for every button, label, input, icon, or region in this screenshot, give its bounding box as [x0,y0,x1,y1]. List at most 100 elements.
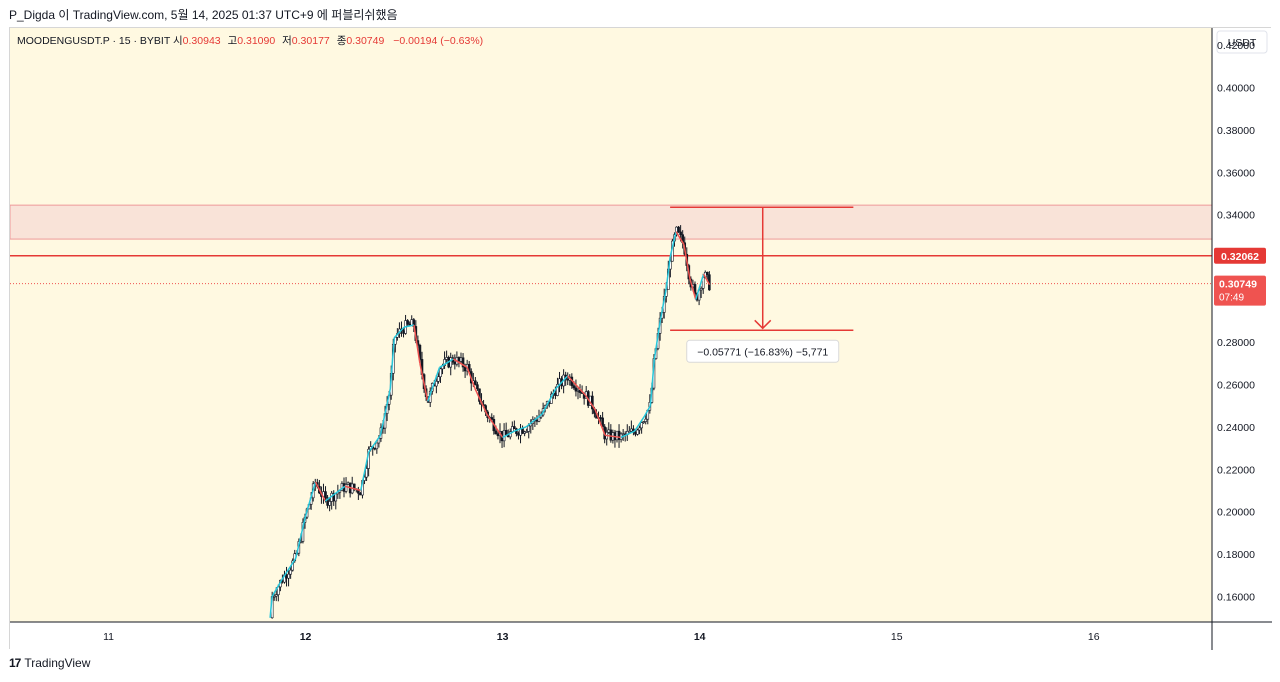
footer-brand[interactable]: 17 TradingView [9,656,90,670]
candle-body [359,492,362,496]
last-price-tag [1214,275,1266,306]
candle-body [324,491,327,499]
candle-body [644,418,648,422]
trend-segment-down [419,363,429,402]
candle-body [461,357,465,368]
candle-body [566,378,570,381]
currency-button[interactable] [1216,30,1268,54]
candle-body [554,392,557,396]
trend-segment-down [466,367,476,389]
ohlc-legend: 시0.30943 고0.31090 저0.30177 종0.30749 −0.0… [173,35,483,47]
measure-label-box [686,339,840,363]
currency-label: USDT [1228,37,1257,49]
candle-body [496,433,500,437]
candle-body [406,320,409,325]
price-tick-label: 0.34000 [1217,210,1255,222]
candle-body [638,427,641,431]
candle-body [375,442,379,450]
candle-body [402,330,405,334]
candle-body [373,447,377,450]
candle-body [699,288,703,291]
candle-body [504,430,508,435]
trend-segment-up [304,481,317,517]
time-tick-label: 12 [300,631,312,643]
time-tick-label: 14 [694,631,706,643]
candle-body [437,376,440,382]
publish-info: P_Digda 이 TradingView.com, 5월 14, 2025 0… [9,8,398,22]
candle-body [521,428,524,434]
candle-body [636,429,639,435]
price-tick-label: 0.20000 [1217,507,1255,519]
trend-segment-up [643,405,652,417]
candle-body [679,231,682,235]
resistance-zone [10,204,1213,240]
price-axis-ticks: 0.42000 0.40000 0.38000 0.36000 0.34000 0.280… [1217,40,1255,604]
candle-body [334,493,338,502]
candle-body [289,569,292,575]
trend-segment-down [344,485,361,492]
candle-body [494,430,498,435]
candle-body [591,395,594,410]
candle-body [642,421,645,423]
candle-body [634,431,637,435]
trend-segment-down [702,273,711,286]
trend-segment-up [368,434,382,453]
candle-body [445,357,448,360]
time-axis-background [10,622,1272,650]
price-tick-label: 0.28000 [1217,337,1255,349]
candle-body [365,468,368,478]
candle-body [523,431,526,434]
trend-segment-up [393,326,405,339]
bar-countdown: 07:49 [1219,293,1244,304]
price-chart[interactable]: −0.05771 (−16.83%) −5,771 MOODENGUSDT.P … [10,28,1272,650]
time-tick-label: 13 [497,631,509,643]
candle-body [476,384,479,390]
trend-segment-down [413,324,421,364]
measure-tool[interactable]: −0.05771 (−16.83%) −5,771 [670,206,854,363]
last-price-text: 0.30749 [1219,279,1257,291]
candle-body [511,426,514,432]
candle-body [525,431,528,433]
legend-symbol[interactable]: MOODENGUSDT.P · 15 · BYBIT [17,35,171,47]
candle-body [344,484,348,492]
trend-segment-up [294,515,307,559]
time-tick-label: 11 [103,631,114,643]
trend-segment-up [403,324,415,328]
trend-segment-up [379,388,392,436]
trend-segment-up [555,375,569,390]
chart-frame[interactable]: −0.05771 (−16.83%) −5,771 MOODENGUSDT.P … [9,27,1272,650]
trend-segment-up [669,231,677,258]
price-tick-label: 0.24000 [1217,422,1255,434]
candle-body [457,357,461,362]
candle-body [513,426,516,430]
candle-body [621,433,625,436]
candle-body [609,429,613,441]
candle-body [274,594,278,597]
trend-segment-down [486,413,504,438]
candle-body [527,425,531,432]
price-tick-label: 0.36000 [1217,167,1255,179]
trend-segment-up [281,557,297,580]
candle-body [556,384,559,396]
trend-segment-down [584,394,596,411]
candle-body [615,430,619,441]
candle-body [628,430,631,433]
candle-body [607,429,611,433]
trend-segment-up [695,273,705,300]
trend-segment-up [389,337,395,389]
price-tick-label: 0.42000 [1217,40,1255,52]
trend-segment-down [452,358,468,369]
candle-body [459,357,463,362]
candle-body [443,359,446,367]
level-price-tag [1214,247,1266,264]
candle-body [517,433,520,436]
price-tick-label: 0.26000 [1217,379,1255,391]
trend-segment-up [271,579,283,597]
trend-segment-up [659,288,667,321]
trend-segment-up [634,415,646,432]
time-tick-label: 15 [891,631,903,643]
candle-body [572,385,576,389]
measure-label: −0.05771 (−16.83%) −5,771 [697,346,828,358]
time-axis-ticks: 11 12 13 14 15 16 [103,631,1100,643]
trend-segment-up [620,430,635,439]
